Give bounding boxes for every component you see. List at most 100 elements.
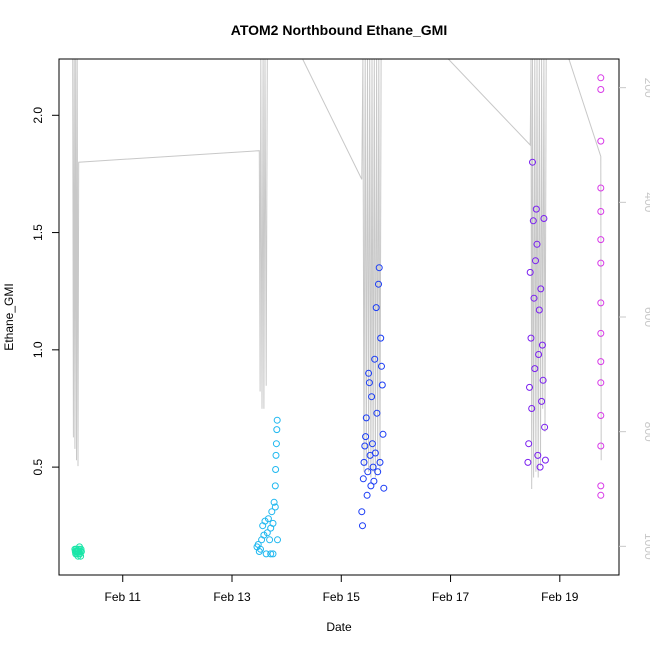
data-point-series-5 xyxy=(597,137,605,145)
data-point-series-5 xyxy=(597,491,605,499)
x-tick-label: Feb 17 xyxy=(432,590,470,604)
data-point-series-2 xyxy=(264,515,272,523)
pressure-trace-line xyxy=(72,59,602,490)
data-point-series-3 xyxy=(374,468,382,476)
y-tick-label: 0.5 xyxy=(31,458,45,475)
y-tick-label: 1.5 xyxy=(31,224,45,241)
y-right-tick-label: 200 xyxy=(642,78,650,98)
data-point-series-3 xyxy=(376,458,384,466)
x-tick-label: Feb 13 xyxy=(213,590,251,604)
points-layer xyxy=(71,74,605,560)
data-point-series-2 xyxy=(262,550,270,558)
data-point-series-3 xyxy=(365,369,373,377)
data-point-series-4 xyxy=(533,240,541,248)
data-point-series-4 xyxy=(538,397,546,405)
data-point-series-5 xyxy=(597,86,605,93)
data-point-series-5 xyxy=(597,184,605,192)
data-point-series-3 xyxy=(380,484,388,492)
x-tick-label: Feb 15 xyxy=(323,590,361,604)
y-tick-label: 1.0 xyxy=(31,341,45,358)
data-point-series-3 xyxy=(372,304,380,312)
data-point-series-5 xyxy=(597,208,605,215)
x-tick-label: Feb 19 xyxy=(541,590,579,604)
data-point-series-4 xyxy=(541,456,549,464)
data-point-series-3 xyxy=(361,442,369,450)
data-point-series-5 xyxy=(597,299,605,307)
data-point-series-3 xyxy=(362,414,370,422)
data-point-series-3 xyxy=(379,430,387,438)
data-point-series-4 xyxy=(529,158,536,166)
x-axis: Feb 11 Feb 13 Feb 15 Feb 17 Feb 19 xyxy=(105,575,579,604)
data-point-series-3 xyxy=(378,362,385,370)
y-right-tick-label: 1000 xyxy=(642,533,650,560)
data-point-series-3 xyxy=(370,477,378,485)
data-point-series-4 xyxy=(539,376,547,384)
y-tick-label: 2.0 xyxy=(31,107,45,124)
y-axis: 0.5 1.0 1.5 2.0 xyxy=(31,107,59,475)
data-point-series-2 xyxy=(269,550,277,558)
data-point-series-2 xyxy=(270,498,278,506)
x-axis-title: Date xyxy=(326,620,352,634)
data-point-series-3 xyxy=(364,468,372,476)
data-point-series-4 xyxy=(527,334,535,342)
data-point-series-4 xyxy=(535,306,543,314)
data-point-series-3 xyxy=(371,449,379,457)
data-point-series-4 xyxy=(537,285,545,293)
data-point-series-3 xyxy=(369,463,377,471)
chart-title: ATOM2 Northbound Ethane_GMI xyxy=(231,22,447,38)
data-point-series-4 xyxy=(525,440,533,448)
data-point-series-3 xyxy=(373,409,381,417)
data-point-series-3 xyxy=(365,379,373,387)
data-point-series-5 xyxy=(597,379,605,387)
data-point-series-4 xyxy=(540,215,548,222)
data-point-series-4 xyxy=(526,383,533,391)
data-point-series-4 xyxy=(532,257,539,265)
data-point-series-2 xyxy=(271,482,279,490)
data-point-series-1 xyxy=(77,548,85,555)
data-point-series-5 xyxy=(597,329,605,337)
data-point-series-3 xyxy=(378,381,386,389)
data-point-series-5 xyxy=(597,236,605,244)
data-point-series-3 xyxy=(362,433,370,441)
data-point-series-2 xyxy=(267,550,275,558)
data-point-series-3 xyxy=(375,280,382,288)
data-point-series-3 xyxy=(375,264,383,272)
data-point-series-1 xyxy=(77,552,85,560)
x-tick-label: Feb 11 xyxy=(105,590,142,604)
data-point-series-5 xyxy=(597,358,605,366)
data-point-series-2 xyxy=(268,508,276,516)
y-axis-title: Ethane_GMI xyxy=(2,283,16,350)
data-point-series-3 xyxy=(377,334,385,342)
data-point-series-4 xyxy=(532,205,540,213)
data-point-series-3 xyxy=(360,458,368,466)
data-point-series-2 xyxy=(272,466,280,473)
data-point-series-3 xyxy=(358,508,366,516)
data-point-series-4 xyxy=(526,268,534,276)
data-point-series-2 xyxy=(271,503,279,511)
data-point-series-2 xyxy=(272,440,280,448)
data-point-series-2 xyxy=(274,536,281,544)
data-point-series-4 xyxy=(528,405,536,412)
pressure-trace-layer xyxy=(72,59,602,490)
data-point-series-5 xyxy=(597,482,605,490)
data-point-series-4 xyxy=(538,341,546,349)
data-point-series-2 xyxy=(266,536,274,544)
data-point-series-3 xyxy=(359,522,366,530)
data-point-series-5 xyxy=(597,442,605,450)
data-point-series-4 xyxy=(534,451,542,459)
data-point-series-5 xyxy=(597,74,605,82)
data-point-series-3 xyxy=(368,440,376,448)
data-point-series-4 xyxy=(531,365,539,373)
data-point-series-2 xyxy=(273,416,281,424)
y-right-tick-label: 600 xyxy=(642,307,650,327)
data-point-series-5 xyxy=(597,412,605,419)
y-axis-right: 200 400 600 800 1000 xyxy=(619,78,650,560)
data-point-series-4 xyxy=(535,351,543,358)
data-point-series-2 xyxy=(267,524,275,532)
data-point-series-3 xyxy=(371,355,379,363)
data-point-series-4 xyxy=(530,294,538,302)
y-right-tick-label: 400 xyxy=(642,192,650,212)
data-point-series-5 xyxy=(597,259,605,267)
data-point-series-2 xyxy=(273,426,281,434)
